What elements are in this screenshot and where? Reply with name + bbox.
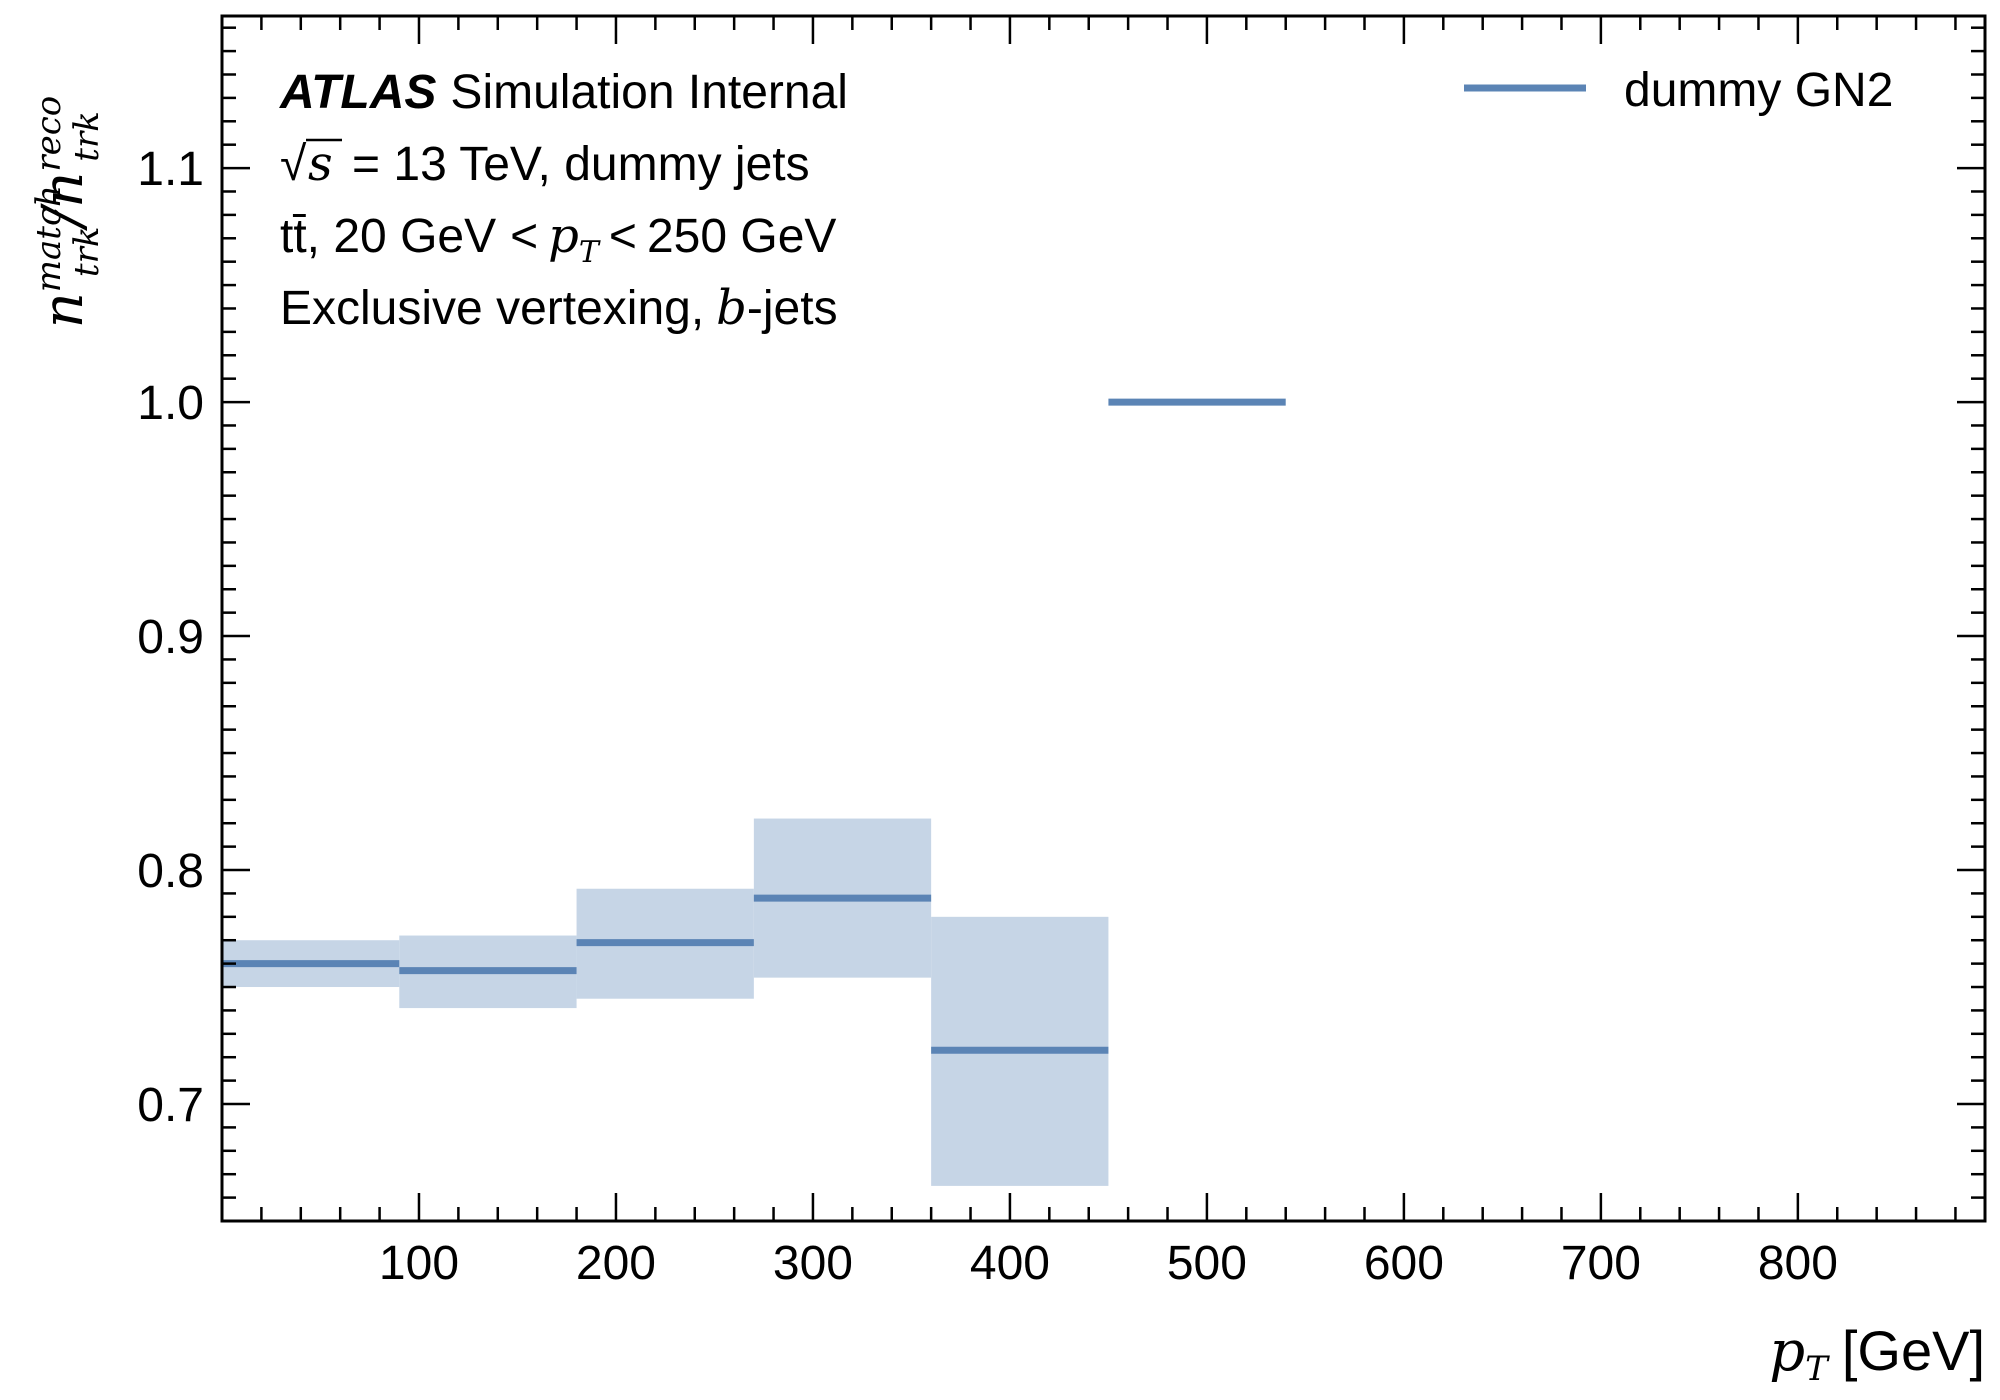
y-tick-label: 0.9 [137, 611, 204, 664]
x-tick-label: 700 [1561, 1237, 1641, 1290]
energy-label: √ s = 13 TeV, dummy jets [280, 136, 810, 192]
legend: dummy GN2 [1464, 64, 1893, 117]
legend-label: dummy GN2 [1624, 64, 1893, 117]
y-tick-label: 0.7 [137, 1079, 204, 1132]
x-tick-label: 800 [1758, 1237, 1838, 1290]
y-tick-label: 0.8 [137, 845, 204, 898]
x-tick-label: 500 [1167, 1237, 1247, 1290]
sample-label: tt̄, 20 GeV < pT <250 GeV [280, 208, 836, 270]
svg-text:√: √ [280, 138, 307, 191]
x-tick-label: 100 [379, 1237, 459, 1290]
x-tick-label: 300 [773, 1237, 853, 1290]
x-tick-label: 600 [1364, 1237, 1444, 1290]
svg-text:s: s [308, 136, 333, 192]
x-tick-label: 400 [970, 1237, 1050, 1290]
atlas-label: ATLAS Simulation Internal [279, 66, 848, 119]
selection-label: Exclusive vertexing, b-jets [280, 280, 838, 336]
y-tick-label: 1.1 [137, 143, 204, 196]
uncertainty-bands [222, 818, 1109, 1186]
y-axis-label: nmatchtrk/nrecotrk [29, 96, 107, 329]
tick-labels: 100 200 300 400 500 600 700 800 0.7 0.8 0.9 1.0 1.1 [137, 143, 1838, 1290]
x-tick-label: 200 [576, 1237, 656, 1290]
plot-frame [220, 14, 1987, 1223]
y-tick-label: 1.0 [137, 377, 204, 430]
axis-ticks [222, 16, 1985, 1221]
svg-text:= 13 TeV, dummy jets: = 13 TeV, dummy jets [352, 138, 810, 191]
x-axis-label: pT [GeV] [1769, 1319, 1985, 1389]
series-lines [222, 398, 1286, 1054]
